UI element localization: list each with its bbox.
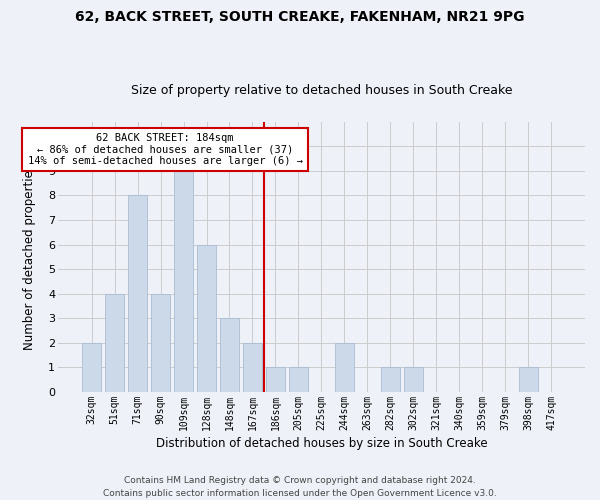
- Bar: [105, 294, 124, 392]
- Bar: [128, 196, 148, 392]
- Y-axis label: Number of detached properties: Number of detached properties: [23, 164, 35, 350]
- Text: 62, BACK STREET, SOUTH CREAKE, FAKENHAM, NR21 9PG: 62, BACK STREET, SOUTH CREAKE, FAKENHAM,…: [75, 10, 525, 24]
- Bar: [518, 368, 538, 392]
- Title: Size of property relative to detached houses in South Creake: Size of property relative to detached ho…: [131, 84, 512, 97]
- Text: Contains HM Land Registry data © Crown copyright and database right 2024.
Contai: Contains HM Land Registry data © Crown c…: [103, 476, 497, 498]
- Bar: [380, 368, 400, 392]
- Bar: [404, 368, 423, 392]
- Bar: [289, 368, 308, 392]
- Bar: [82, 343, 101, 392]
- Bar: [220, 318, 239, 392]
- Bar: [151, 294, 170, 392]
- Bar: [174, 171, 193, 392]
- Bar: [243, 343, 262, 392]
- Text: 62 BACK STREET: 184sqm
← 86% of detached houses are smaller (37)
14% of semi-det: 62 BACK STREET: 184sqm ← 86% of detached…: [28, 133, 302, 166]
- Bar: [197, 244, 216, 392]
- X-axis label: Distribution of detached houses by size in South Creake: Distribution of detached houses by size …: [155, 437, 487, 450]
- Bar: [335, 343, 354, 392]
- Bar: [266, 368, 285, 392]
